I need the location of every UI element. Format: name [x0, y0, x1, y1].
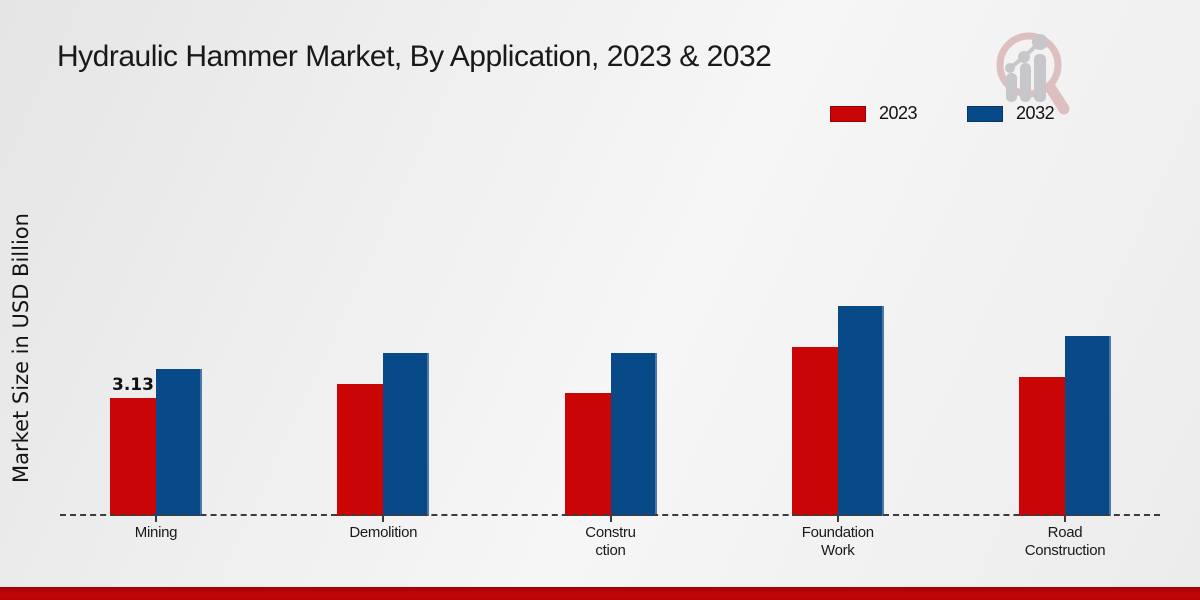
legend-swatch-2023: [830, 105, 866, 122]
legend-label-2032: 2032: [1016, 103, 1055, 123]
bar-2023-road-construction: [1019, 377, 1065, 516]
category-label-demolition: Demolition: [349, 524, 418, 541]
bar-2023-mining: [110, 398, 156, 516]
bar-2032-mining: [156, 369, 202, 516]
x-axis-tick: [609, 516, 612, 522]
legend-item-2032: 2032: [967, 103, 1055, 124]
x-axis-tick: [382, 516, 385, 522]
category-label-mining: Mining: [134, 524, 178, 541]
category-label-foundation-work: Foundation Work: [801, 524, 874, 559]
brand-watermark-logo: [996, 32, 1070, 115]
category-label-construction: Constru ction: [585, 524, 636, 559]
bar-2023-construction: [564, 393, 611, 516]
growth-chart-icon: [1005, 34, 1048, 102]
legend: 2023 2032: [830, 103, 1055, 124]
bar-2032-foundation-work: [837, 306, 884, 516]
bar-2032-demolition: [383, 353, 430, 516]
bar-2023-foundation-work: [791, 347, 838, 516]
x-axis-tick: [155, 516, 157, 522]
legend-label-2023: 2023: [879, 103, 918, 123]
category-label-road-construction: Road Construction: [1024, 524, 1106, 559]
x-axis-tick: [1064, 516, 1066, 522]
bar-2032-construction: [610, 353, 657, 516]
x-axis-baseline: [60, 514, 1160, 516]
legend-item-2023: 2023: [830, 103, 918, 124]
bar-2023-demolition: [337, 384, 384, 516]
x-axis-tick: [836, 516, 839, 522]
chart-title: Hydraulic Hammer Market, By Application,…: [57, 40, 772, 73]
bottom-accent-bar: [0, 587, 1200, 600]
bar-data-label: 3.13: [112, 375, 154, 395]
legend-swatch-2032: [967, 105, 1004, 122]
bar-2032-road-construction: [1065, 336, 1111, 516]
